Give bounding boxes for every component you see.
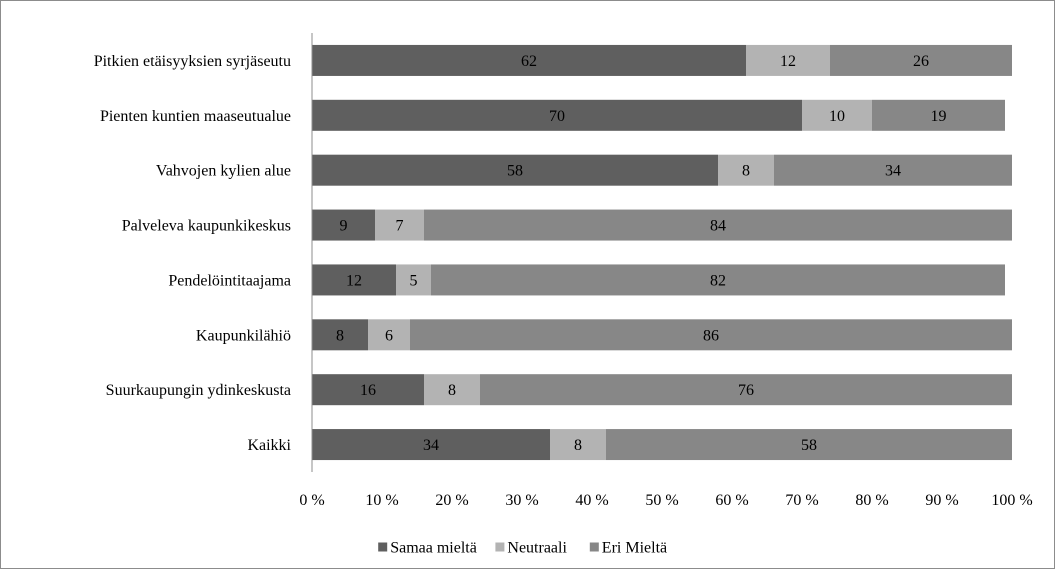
category-label: Kaikki [247,437,291,454]
data-label: 58 [507,163,523,180]
x-tick-label: 70 % [785,492,818,509]
bar-segment-samaa-mieltä [312,374,424,406]
bar-segment-eri-mieltä [480,374,1012,406]
bar-segment-neutraali [746,44,830,76]
legend-label: Samaa mieltä [390,540,477,557]
data-label: 12 [346,272,362,289]
data-label: 82 [710,272,726,289]
data-label: 12 [780,53,796,70]
bar-segment-samaa-mieltä [312,44,746,76]
x-tick-label: 0 % [299,492,324,509]
bar-segment-neutraali [368,319,410,351]
legend-label: Neutraali [507,540,567,557]
bar-segment-samaa-mieltä [312,319,368,351]
data-label: 9 [340,218,348,235]
data-label: 8 [448,382,456,399]
bar-segment-neutraali [375,209,424,241]
bar-segment-samaa-mieltä [312,209,375,241]
data-label: 34 [885,163,901,180]
data-label: 8 [336,327,344,344]
bar-segment-neutraali [718,154,774,186]
bar-segment-eri-mieltä [410,319,1012,351]
data-label: 62 [521,53,537,70]
category-label: Pendelöintitaajama [168,272,291,289]
x-tick-label: 40 % [575,492,608,509]
data-label: 58 [801,437,817,454]
category-label: Palveleva kaupunkikeskus [122,218,291,235]
data-label: 34 [423,437,439,454]
data-label: 8 [574,437,582,454]
legend: Samaa mieltä Neutraali Eri Mieltä [378,540,667,557]
data-label: 76 [738,382,754,399]
bar-segment-eri-mieltä [774,154,1012,186]
legend-swatch [589,542,599,552]
bar-segment-eri-mieltä [872,99,1005,131]
category-labels: Pitkien etäisyyksien syrjäseutu Pienten k… [94,53,292,454]
data-label: 19 [931,108,947,125]
x-tick-label: 10 % [365,492,398,509]
category-label: Pienten kuntien maaseutualue [100,108,291,125]
legend-swatch [378,542,388,552]
bar-segment-samaa-mieltä [312,99,802,131]
data-label: 70 [549,108,565,125]
legend-label: Eri Mieltä [602,540,667,557]
category-label: Pitkien etäisyyksien syrjäseutu [94,53,291,70]
bar-segment-neutraali [396,264,431,296]
bars-group [312,44,1012,461]
category-label: Kaupunkilähiö [196,327,291,344]
legend-swatch [495,542,505,552]
bar-segment-neutraali [424,374,480,406]
data-label: 7 [396,218,404,235]
data-label: 6 [385,327,393,344]
bar-segment-neutraali [550,429,606,461]
category-label: Suurkaupungin ydinkeskusta [106,382,291,399]
category-label: Vahvojen kylien alue [156,163,291,180]
bar-segment-eri-mieltä [431,264,1005,296]
bar-segment-eri-mieltä [606,429,1012,461]
bar-segment-neutraali [802,99,872,131]
bar-segment-eri-mieltä [424,209,1012,241]
x-tick-label: 90 % [925,492,958,509]
x-tick-label: 60 % [715,492,748,509]
x-tick-label: 100 % [991,492,1032,509]
bar-segment-samaa-mieltä [312,154,718,186]
bar-segment-samaa-mieltä [312,264,396,296]
data-label: 16 [360,382,376,399]
x-tick-label: 80 % [855,492,888,509]
data-label: 86 [703,327,719,344]
x-tick-label: 50 % [645,492,678,509]
bar-segment-samaa-mieltä [312,429,550,461]
bar-segment-eri-mieltä [830,44,1012,76]
data-label: 84 [710,218,726,235]
data-label: 10 [829,108,845,125]
x-tick-label: 30 % [505,492,538,509]
data-label: 5 [410,272,418,289]
data-label: 8 [742,163,750,180]
x-tick-label: 20 % [435,492,468,509]
data-label: 26 [913,53,929,70]
x-tick-labels: 0 % 10 % 20 % 30 % 40 % 50 % 60 % 70 % 80 % 90 % 1… [299,492,1032,509]
